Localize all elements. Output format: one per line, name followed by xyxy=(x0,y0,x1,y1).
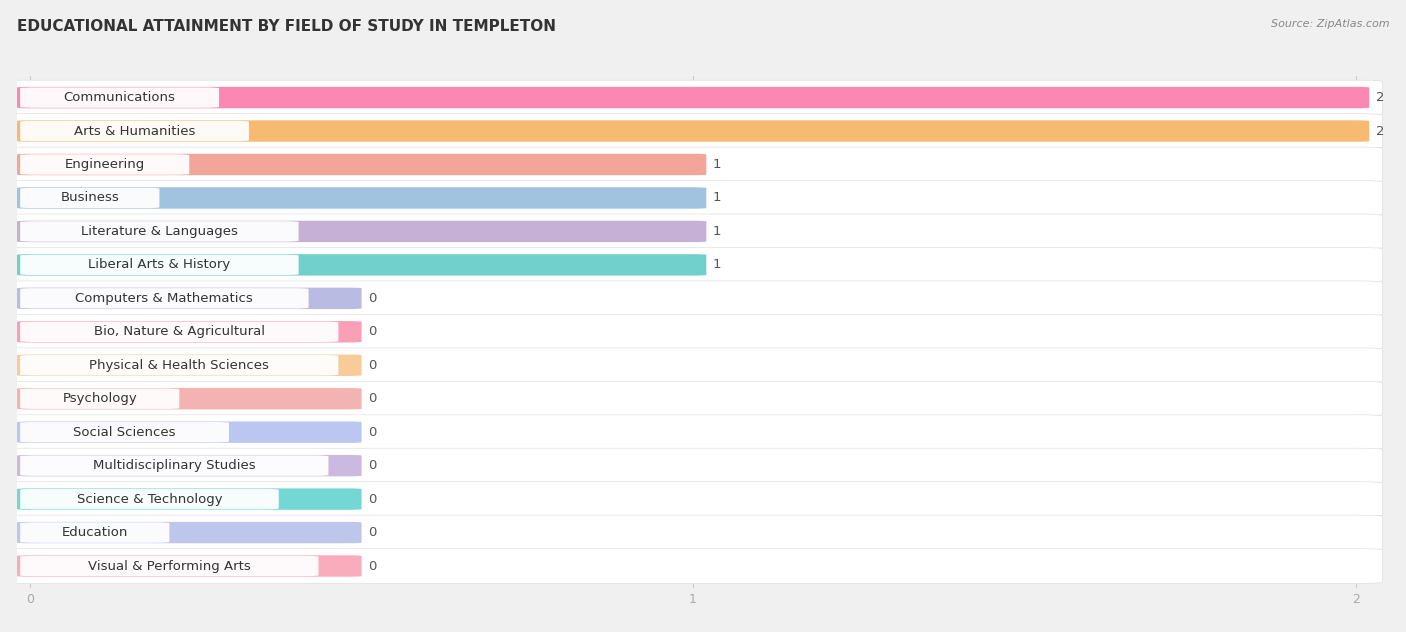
Text: 1: 1 xyxy=(713,258,721,271)
FancyBboxPatch shape xyxy=(17,355,361,376)
Text: 0: 0 xyxy=(368,559,377,573)
FancyBboxPatch shape xyxy=(0,515,1382,550)
Text: 0: 0 xyxy=(368,325,377,338)
FancyBboxPatch shape xyxy=(20,522,169,543)
FancyBboxPatch shape xyxy=(20,422,229,442)
Text: Social Sciences: Social Sciences xyxy=(73,426,176,439)
Text: 0: 0 xyxy=(368,426,377,439)
FancyBboxPatch shape xyxy=(20,456,329,476)
FancyBboxPatch shape xyxy=(17,321,361,343)
FancyBboxPatch shape xyxy=(20,288,308,308)
Text: 0: 0 xyxy=(368,359,377,372)
FancyBboxPatch shape xyxy=(17,288,361,309)
Text: Physical & Health Sciences: Physical & Health Sciences xyxy=(90,359,269,372)
Text: Psychology: Psychology xyxy=(62,392,138,405)
FancyBboxPatch shape xyxy=(20,121,249,142)
FancyBboxPatch shape xyxy=(20,489,278,509)
FancyBboxPatch shape xyxy=(17,154,706,175)
FancyBboxPatch shape xyxy=(17,120,1369,142)
FancyBboxPatch shape xyxy=(20,389,180,409)
FancyBboxPatch shape xyxy=(0,80,1382,115)
Text: 0: 0 xyxy=(368,492,377,506)
FancyBboxPatch shape xyxy=(0,482,1382,516)
Text: Business: Business xyxy=(60,191,120,205)
FancyBboxPatch shape xyxy=(20,322,339,342)
FancyBboxPatch shape xyxy=(0,348,1382,382)
Text: 1: 1 xyxy=(713,158,721,171)
Text: EDUCATIONAL ATTAINMENT BY FIELD OF STUDY IN TEMPLETON: EDUCATIONAL ATTAINMENT BY FIELD OF STUDY… xyxy=(17,19,555,34)
Text: Communications: Communications xyxy=(63,91,176,104)
Text: 0: 0 xyxy=(368,292,377,305)
FancyBboxPatch shape xyxy=(0,214,1382,249)
Text: Education: Education xyxy=(62,526,128,539)
Text: Source: ZipAtlas.com: Source: ZipAtlas.com xyxy=(1271,19,1389,29)
FancyBboxPatch shape xyxy=(20,255,298,275)
Text: Liberal Arts & History: Liberal Arts & History xyxy=(89,258,231,271)
Text: Arts & Humanities: Arts & Humanities xyxy=(75,125,195,138)
FancyBboxPatch shape xyxy=(0,281,1382,316)
FancyBboxPatch shape xyxy=(17,254,706,276)
FancyBboxPatch shape xyxy=(0,448,1382,483)
Text: 2: 2 xyxy=(1376,125,1385,138)
FancyBboxPatch shape xyxy=(0,415,1382,449)
FancyBboxPatch shape xyxy=(17,489,361,510)
Text: Computers & Mathematics: Computers & Mathematics xyxy=(76,292,253,305)
Text: Engineering: Engineering xyxy=(65,158,145,171)
Text: 1: 1 xyxy=(713,191,721,205)
FancyBboxPatch shape xyxy=(0,147,1382,182)
FancyBboxPatch shape xyxy=(0,549,1382,583)
FancyBboxPatch shape xyxy=(20,355,339,375)
Text: Science & Technology: Science & Technology xyxy=(77,492,222,506)
FancyBboxPatch shape xyxy=(0,314,1382,349)
FancyBboxPatch shape xyxy=(20,154,190,174)
FancyBboxPatch shape xyxy=(0,248,1382,283)
FancyBboxPatch shape xyxy=(20,221,298,241)
FancyBboxPatch shape xyxy=(0,181,1382,216)
FancyBboxPatch shape xyxy=(17,455,361,477)
FancyBboxPatch shape xyxy=(17,522,361,544)
FancyBboxPatch shape xyxy=(20,188,159,208)
Text: 0: 0 xyxy=(368,392,377,405)
FancyBboxPatch shape xyxy=(17,556,361,577)
FancyBboxPatch shape xyxy=(0,114,1382,149)
Text: Bio, Nature & Agricultural: Bio, Nature & Agricultural xyxy=(94,325,264,338)
Text: Literature & Languages: Literature & Languages xyxy=(82,225,238,238)
FancyBboxPatch shape xyxy=(20,87,219,108)
Text: 2: 2 xyxy=(1376,91,1385,104)
Text: 0: 0 xyxy=(368,459,377,472)
FancyBboxPatch shape xyxy=(0,381,1382,416)
FancyBboxPatch shape xyxy=(17,388,361,410)
FancyBboxPatch shape xyxy=(17,422,361,443)
FancyBboxPatch shape xyxy=(17,87,1369,108)
FancyBboxPatch shape xyxy=(20,556,319,576)
FancyBboxPatch shape xyxy=(17,187,706,209)
FancyBboxPatch shape xyxy=(17,221,706,242)
Text: 0: 0 xyxy=(368,526,377,539)
Text: Multidisciplinary Studies: Multidisciplinary Studies xyxy=(93,459,256,472)
Text: 1: 1 xyxy=(713,225,721,238)
Text: Visual & Performing Arts: Visual & Performing Arts xyxy=(89,559,250,573)
